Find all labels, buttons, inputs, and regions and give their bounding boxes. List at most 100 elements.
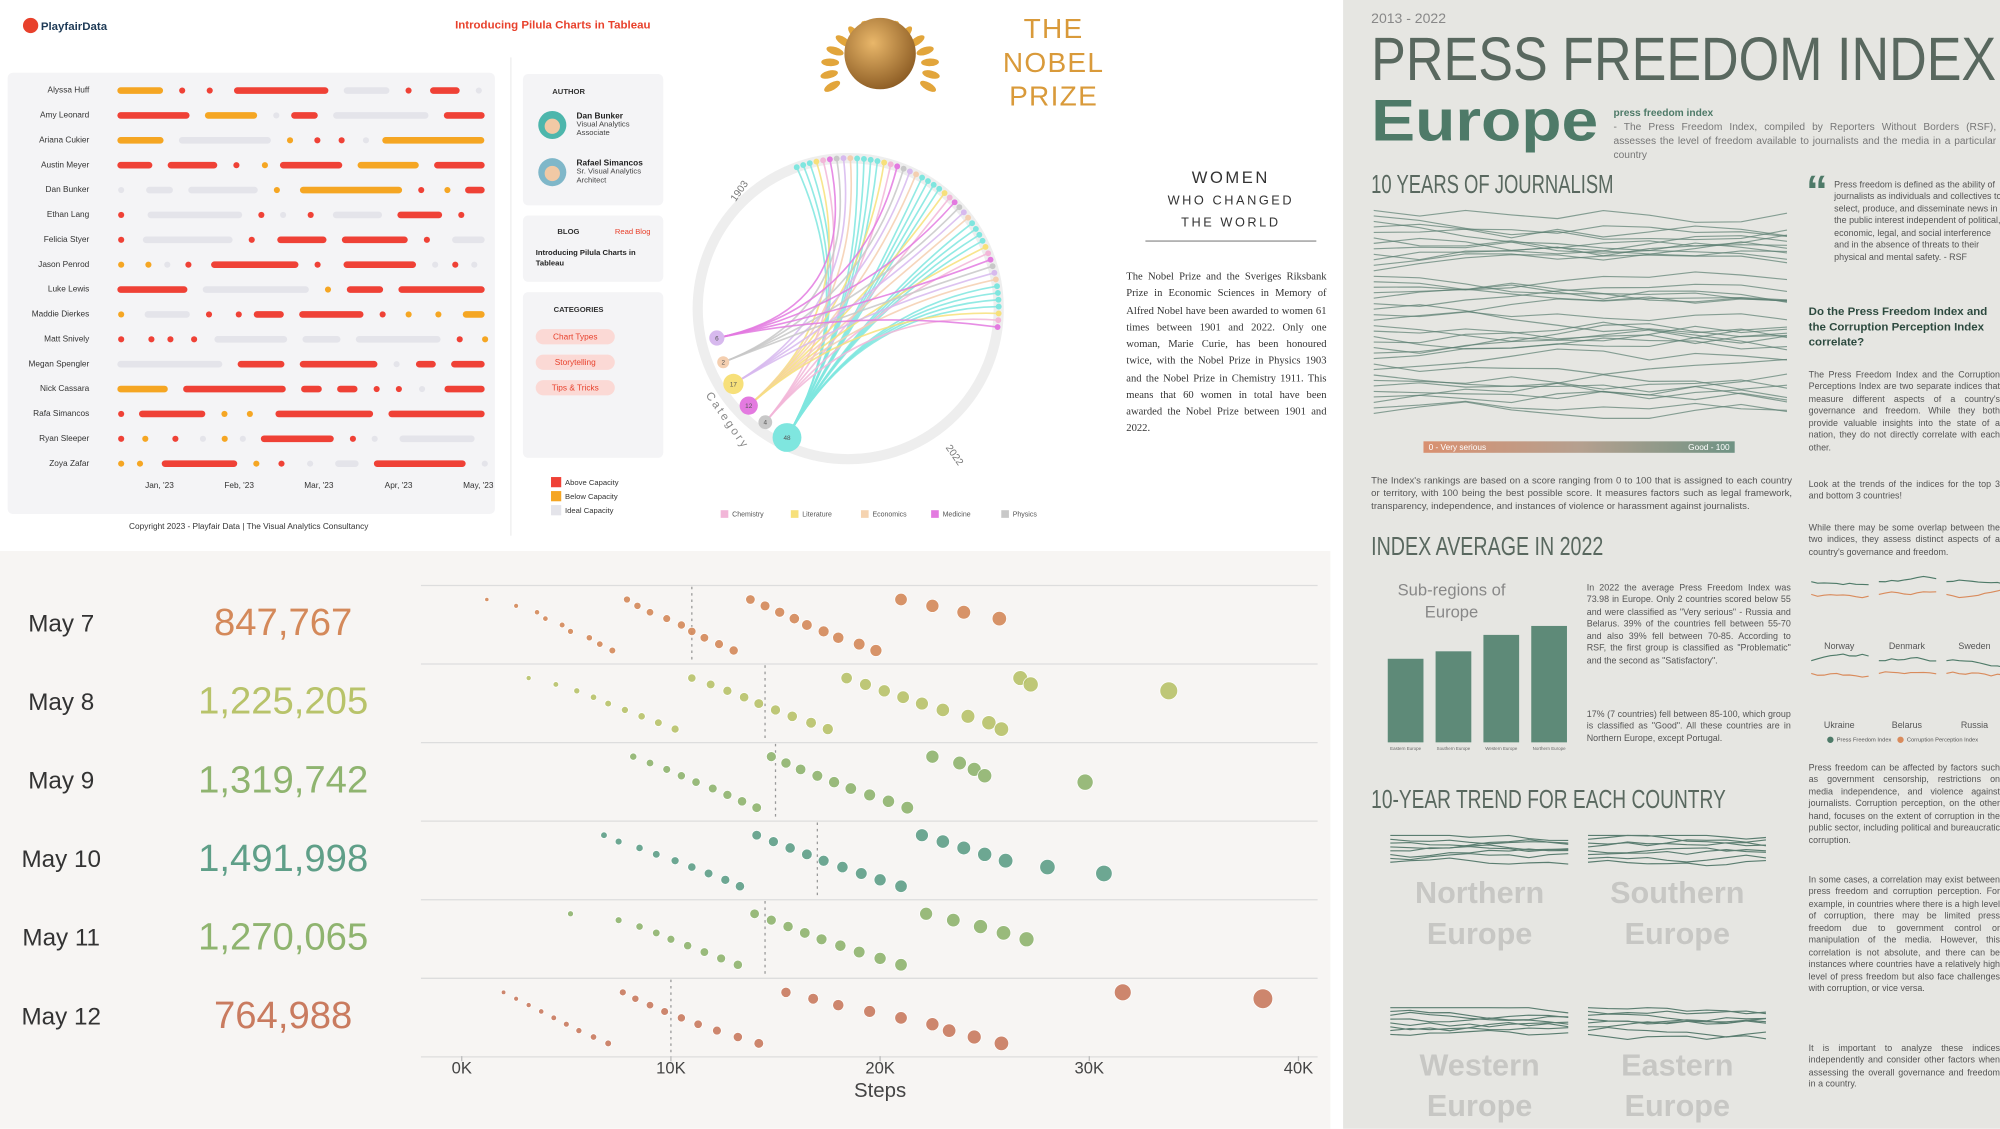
capacity-pill [214, 335, 288, 343]
step-dot [946, 912, 961, 928]
step-dot [807, 992, 819, 1005]
capacity-dot [118, 410, 125, 417]
capacity-pill [178, 136, 271, 144]
step-dot [952, 755, 967, 771]
laurel-leaf [826, 46, 844, 56]
step-dot [589, 693, 598, 701]
step-dot [732, 959, 743, 970]
date-label: May 7 [28, 610, 94, 637]
winner-arc [716, 258, 991, 339]
step-dot [633, 601, 642, 610]
capacity-dot [185, 261, 192, 268]
rank-line [1373, 271, 1788, 291]
category-bubble [739, 396, 758, 415]
winner-dot [874, 158, 881, 164]
step-dot [844, 782, 857, 795]
rank-line [1373, 326, 1788, 360]
capacity-dot [393, 361, 400, 368]
winner-dot [800, 162, 807, 168]
capacity-dot [118, 261, 125, 268]
rank-line [1373, 234, 1788, 249]
legend-label: Ideal Capacity [565, 506, 614, 515]
winner-dot [951, 199, 958, 206]
country-trend [1811, 653, 1869, 662]
capacity-dot [324, 286, 332, 293]
capacity-dot [136, 460, 144, 467]
legend-label: Medicine [943, 512, 971, 519]
rank-line [1373, 400, 1788, 411]
capacity-pill [443, 112, 485, 119]
capacity-dot [456, 336, 463, 343]
step-dot [765, 751, 777, 762]
capacity-pill [388, 410, 485, 418]
winner-dot [941, 190, 948, 196]
nobel-body: The Nobel Prize and the Sveriges Riksban… [1126, 270, 1327, 435]
capacity-dot [199, 435, 207, 442]
date-label: May 12 [22, 1003, 101, 1030]
step-dot [786, 710, 798, 722]
rank-line [1373, 401, 1788, 419]
total-label: 764,988 [214, 994, 352, 1037]
trend-line [1390, 848, 1569, 858]
legend-label: Below Capacity [565, 492, 618, 501]
step-dot [589, 1033, 598, 1041]
step-dot [817, 625, 830, 638]
capacity-dot [286, 137, 294, 144]
winner-dot [900, 165, 907, 172]
step-dot [753, 1038, 765, 1049]
press-title: PRESS FREEDOM INDEX [1371, 25, 1996, 93]
quote-mark: “ [1806, 167, 1828, 215]
date-label: May 11 [22, 925, 100, 952]
winner-dot [813, 158, 820, 165]
legend-label: Corruption Perception Index [1907, 737, 1978, 743]
capacity-pill [434, 161, 485, 169]
country-trend [1878, 575, 1937, 583]
step-dot [712, 1025, 722, 1036]
rank-line [1373, 241, 1788, 272]
capacity-dot [118, 236, 125, 243]
rank-line [1373, 281, 1788, 302]
country-trend [1878, 656, 1937, 662]
winner-dot [806, 160, 813, 167]
step-dot [687, 626, 697, 636]
years: 2013 - 2022 [1371, 10, 1446, 26]
step-dot [863, 788, 876, 802]
total-label: 1,319,742 [198, 758, 368, 801]
capacity-dot [373, 385, 380, 393]
step-dot [753, 698, 765, 709]
step-dot [676, 620, 686, 630]
winner-dot [793, 164, 800, 171]
step-dot [645, 608, 655, 617]
capacity-dot [273, 186, 280, 194]
step-dot [652, 928, 661, 938]
capacity-pill [299, 360, 378, 368]
para: The Press Freedom Index and the Corrupti… [1808, 371, 2000, 453]
winner-dot [992, 276, 999, 283]
capacity-dot [235, 311, 242, 318]
capacity-dot [206, 87, 213, 94]
trend-line [1390, 838, 1569, 845]
step-dot [552, 681, 560, 688]
step-dot [652, 850, 661, 859]
step-dot [759, 600, 771, 612]
step-dot [828, 776, 841, 789]
category-count: 6 [715, 335, 719, 342]
legend-dot [1827, 736, 1834, 743]
capacity-pill [415, 360, 436, 368]
capacity-dot [452, 261, 459, 268]
winner-arc [786, 305, 999, 438]
person-name: Amy Leonard [40, 110, 90, 120]
rank-line [1373, 250, 1787, 261]
capacity-dot [233, 162, 240, 169]
rank-line [1373, 225, 1788, 238]
step-dot [894, 879, 908, 893]
date-label: May 8 [28, 689, 94, 716]
capacity-dot [261, 162, 268, 169]
step-dot [538, 1008, 545, 1015]
step-dot [960, 709, 976, 724]
total-label: 847,767 [214, 601, 352, 644]
author-face [544, 118, 560, 134]
capacity-pill [452, 236, 485, 244]
capacity-pill [397, 211, 443, 219]
step-dot [991, 610, 1007, 627]
